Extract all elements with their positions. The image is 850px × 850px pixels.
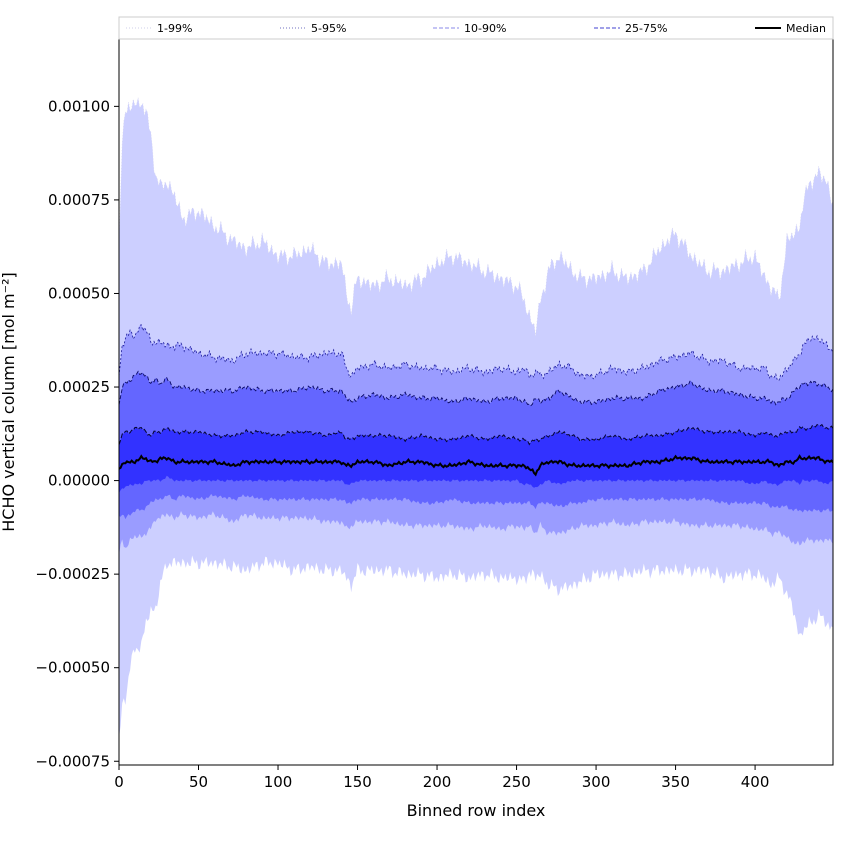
x-tick-label: 100 (264, 773, 293, 791)
legend: 1-99% 5-95% 10-90% 25-75% Median (118, 16, 834, 40)
y-tick-label: 0.00075 (48, 191, 110, 209)
band-25-75-upper-line (119, 423, 833, 446)
x-axis: 0 50 100 150 200 250 300 350 400 (114, 765, 769, 791)
x-tick-label: 400 (741, 773, 770, 791)
legend-label: 1-99% (157, 22, 192, 35)
x-tick-label: 300 (582, 773, 611, 791)
band-25-75-area (119, 424, 833, 494)
percentile-bands (119, 97, 833, 738)
y-tick-label: 0.00025 (48, 378, 110, 396)
x-axis-label: Binned row index (407, 801, 546, 820)
legend-label: 25-75% (625, 22, 667, 35)
x-tick-label: 50 (189, 773, 208, 791)
band-1-99-upper-line (119, 97, 833, 337)
legend-box (118, 16, 834, 40)
legend-label: Median (786, 22, 826, 35)
band-5-95-upper-line (119, 324, 833, 382)
y-tick-label: 0.00050 (48, 284, 110, 302)
y-tick-label: −0.00025 (35, 565, 110, 583)
legend-label: 5-95% (311, 22, 346, 35)
y-axis: −0.00075 −0.00050 −0.00025 0.00000 0.00025 0.… (35, 97, 119, 770)
plot-area (118, 38, 834, 766)
x-tick-label: 0 (114, 773, 124, 791)
percentile-lines (119, 97, 833, 477)
band-10-90-upper-line (119, 370, 833, 407)
legend-label: 10-90% (464, 22, 506, 35)
y-tick-label: −0.00050 (35, 659, 110, 677)
y-tick-label: 0.00000 (48, 472, 110, 490)
y-axis-label: HCHO vertical column [mol m⁻²] (0, 272, 18, 531)
x-tick-label: 250 (502, 773, 531, 791)
y-tick-label: −0.00075 (35, 752, 110, 770)
x-tick-label: 200 (423, 773, 452, 791)
x-tick-label: 350 (661, 773, 690, 791)
x-tick-label: 150 (343, 773, 372, 791)
median-line (119, 454, 833, 477)
y-tick-label: 0.00100 (48, 97, 110, 115)
